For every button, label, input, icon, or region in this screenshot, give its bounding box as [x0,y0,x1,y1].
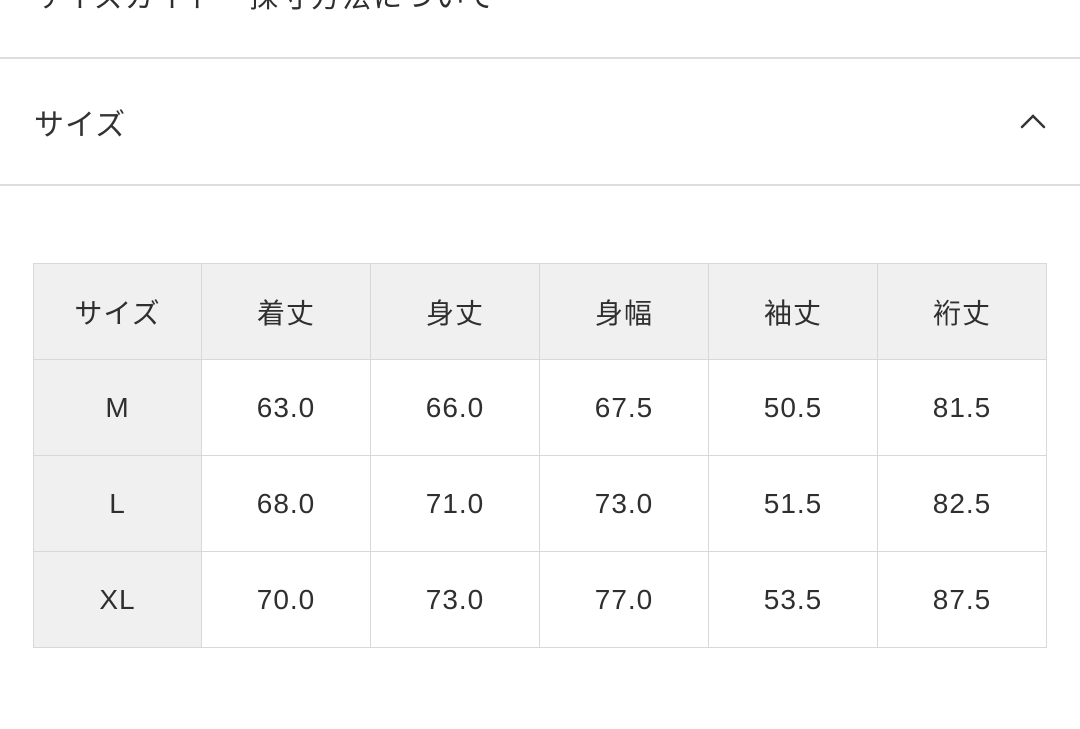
table-cell: 66.0 [370,359,540,456]
row-label-xl: XL [33,551,202,648]
table-cell: 73.0 [370,551,540,648]
table-header-sodetake: 袖丈 [708,263,878,360]
table-cell: 77.0 [539,551,709,648]
size-table: サイズ 着丈 身丈 身幅 袖丈 裄丈 M 63.0 66.0 67.5 50.5… [33,263,1047,648]
table-header-kitake: 着丈 [201,263,371,360]
table-row-m: M 63.0 66.0 67.5 50.5 81.5 [33,359,1047,456]
table-cell: 70.0 [201,551,371,648]
table-cell: 68.0 [201,455,371,552]
chevron-up-icon[interactable] [1020,113,1046,130]
row-label-l: L [33,455,202,552]
table-cell: 67.5 [539,359,709,456]
table-header-mitake: 身丈 [370,263,540,360]
divider-bottom [0,184,1080,186]
table-row-xl: XL 70.0 73.0 77.0 53.5 87.5 [33,551,1047,648]
table-header-yukitake: 裄丈 [877,263,1047,360]
table-cell: 73.0 [539,455,709,552]
table-cell: 87.5 [877,551,1047,648]
table-cell: 51.5 [708,455,878,552]
table-cell: 53.5 [708,551,878,648]
table-cell: 71.0 [370,455,540,552]
table-header-size: サイズ [33,263,202,360]
table-cell: 63.0 [201,359,371,456]
table-row-l: L 68.0 71.0 73.0 51.5 82.5 [33,455,1047,552]
table-cell: 81.5 [877,359,1047,456]
size-section-title: サイズ [34,108,127,142]
divider-top [0,57,1080,59]
table-header-mihaba: 身幅 [539,263,709,360]
table-cell: 50.5 [708,359,878,456]
row-label-m: M [33,359,202,456]
top-clipped-text: サイズガイド・採寸方法について [33,0,496,16]
table-header-row: サイズ 着丈 身丈 身幅 袖丈 裄丈 [33,263,1047,360]
table-cell: 82.5 [877,455,1047,552]
size-accordion-header[interactable]: サイズ [0,59,1080,184]
